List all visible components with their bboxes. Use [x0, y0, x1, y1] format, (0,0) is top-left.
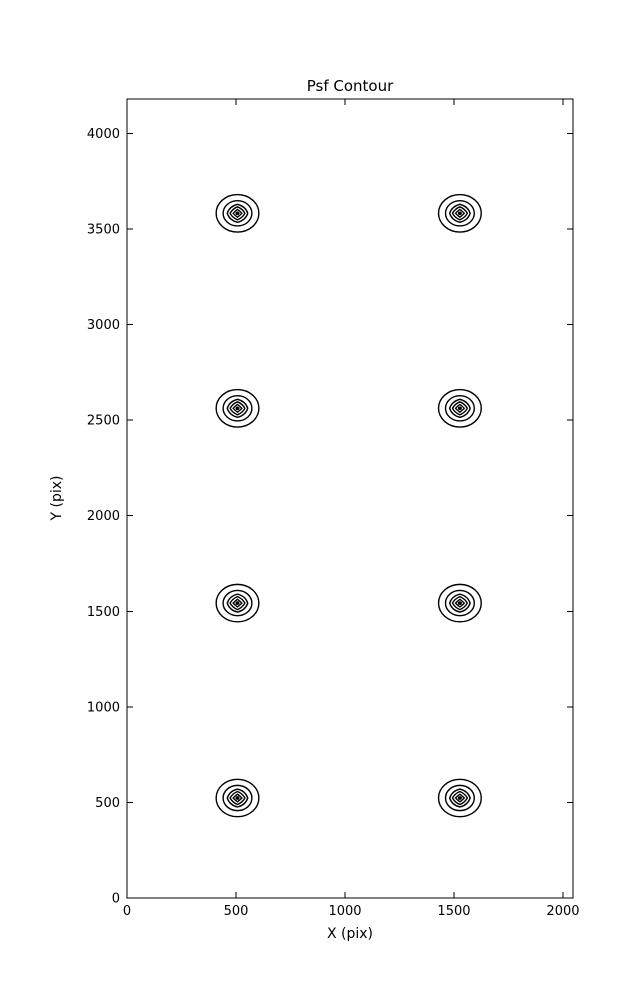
contour-ring: [451, 595, 469, 611]
psf-contour: [437, 583, 482, 623]
contour-ring: [226, 593, 249, 613]
contour-ring: [226, 788, 249, 808]
contour-ring: [437, 193, 482, 233]
contour-ring: [454, 793, 466, 803]
contour-ring: [215, 583, 260, 623]
contour-ring: [215, 778, 260, 818]
contour-ring: [226, 398, 249, 419]
contour-center-dot: [457, 211, 462, 216]
axis-tick-labels: 0 500 1000 1500 2000 0 500 1000 1500 2000 2500 3000…: [87, 127, 580, 919]
contour-ring: [448, 398, 471, 419]
contour-ring: [454, 208, 466, 218]
contour-ring: [229, 595, 246, 611]
x-tick-label: 0: [123, 904, 131, 919]
contour-ring: [444, 199, 475, 227]
contour-ring: [448, 788, 471, 808]
x-axis-label: X (pix): [327, 926, 373, 942]
contour-ring: [222, 589, 253, 617]
contour-ring: [444, 394, 475, 422]
contour-ring: [222, 784, 253, 812]
contour-center-dot: [457, 601, 462, 605]
contour-ring: [437, 388, 482, 428]
contour-ring: [226, 203, 249, 224]
contour-ring: [454, 598, 466, 608]
axis-ticks: [126, 99, 573, 899]
y-tick-label: 2000: [87, 509, 120, 524]
psf-contour: [437, 193, 482, 233]
x-tick-label: 2000: [546, 904, 579, 919]
psf-contour: [215, 388, 260, 428]
contour-ring: [229, 790, 246, 806]
y-tick-label: 3500: [87, 222, 120, 237]
psf-contour: [215, 778, 260, 818]
psf-contour: [437, 778, 482, 818]
contour-ring: [229, 206, 246, 221]
psf-contour: [437, 388, 482, 428]
contour-ring: [444, 784, 475, 812]
contour-center-dot: [235, 601, 240, 605]
y-tick-label: 0: [112, 892, 120, 907]
y-tick-label: 1000: [87, 700, 120, 715]
contour-ring: [451, 401, 469, 416]
y-tick-label: 2500: [87, 414, 120, 429]
y-axis-label: Y (pix): [49, 476, 65, 522]
contour-ring: [437, 583, 482, 623]
contour-ring: [448, 203, 471, 224]
psf-contour: [215, 193, 260, 233]
contour-ring: [222, 394, 253, 422]
plot-border: [126, 98, 574, 899]
contour-center-dot: [235, 406, 240, 411]
x-tick-label: 1000: [328, 904, 361, 919]
contour-ring: [437, 778, 482, 818]
contour-center-dot: [457, 406, 462, 411]
contour-ring: [222, 199, 253, 227]
contour-center-dot: [235, 796, 240, 800]
contour-ring: [232, 208, 243, 218]
contour-ring: [454, 403, 466, 413]
contour-ring: [451, 206, 469, 221]
contour-ring: [448, 593, 471, 613]
contour-ring: [232, 403, 243, 413]
contour-ring: [215, 193, 260, 233]
y-tick-label: 1500: [87, 605, 120, 620]
contour-center-dot: [457, 796, 462, 800]
y-tick-label: 4000: [87, 127, 120, 142]
contour-center-dot: [235, 211, 240, 216]
x-tick-label: 500: [224, 904, 249, 919]
psf-contours: [215, 193, 482, 818]
y-tick-label: 500: [95, 796, 120, 811]
contour-ring: [215, 388, 260, 428]
y-tick-label: 3000: [87, 318, 120, 333]
contour-ring: [451, 790, 469, 806]
psf-contour: [215, 583, 260, 623]
chart-title: Psf Contour: [307, 77, 394, 95]
x-tick-label: 1500: [437, 904, 470, 919]
contour-ring: [232, 793, 243, 803]
contour-ring: [232, 598, 243, 608]
contour-ring: [444, 589, 475, 617]
contour-ring: [229, 401, 246, 416]
